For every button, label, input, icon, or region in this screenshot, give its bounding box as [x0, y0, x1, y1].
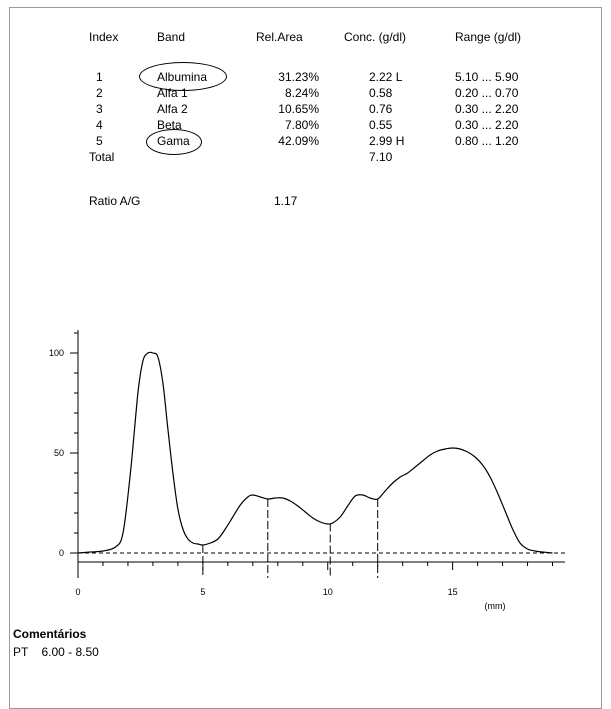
- total-label: Total: [89, 150, 115, 164]
- row-index: 2: [96, 86, 103, 100]
- ratio-value: 1.17: [274, 194, 298, 208]
- x-tick-label: 10: [323, 587, 333, 597]
- row-conc: 0.58: [369, 86, 393, 100]
- x-unit-label: (mm): [485, 601, 506, 611]
- y-tick-label: 50: [54, 448, 64, 458]
- x-tick-label: 5: [200, 587, 205, 597]
- row-conc: 0.76: [369, 102, 393, 116]
- row-conc: 2.22 L: [369, 70, 403, 84]
- row-range: 0.80 ... 1.20: [455, 134, 519, 148]
- electrophoresis-chart: 0 50 100 0 5 10 15 (mm): [49, 330, 565, 611]
- header-band: Band: [157, 30, 186, 44]
- electrophoresis-curve: [77, 351, 553, 554]
- row-range: 0.30 ... 2.20: [455, 102, 519, 116]
- comments-line: PT 6.00 - 8.50: [13, 645, 99, 659]
- row-rel-area: 7.80%: [284, 118, 319, 132]
- row-index: 5: [96, 134, 103, 148]
- row-rel-area: 42.09%: [278, 134, 319, 148]
- gama-circle: [146, 129, 202, 155]
- ratio-label: Ratio A/G: [89, 194, 141, 208]
- row-range: 5.10 ... 5.90: [455, 70, 519, 84]
- row-conc: 2.99 H: [369, 134, 405, 148]
- y-tick-label: 0: [59, 548, 64, 558]
- row-rel-area: 31.23%: [278, 70, 319, 84]
- row-band: Alfa 2: [157, 102, 188, 116]
- row-conc: 0.55: [369, 118, 393, 132]
- row-range: 0.20 ... 0.70: [455, 86, 519, 100]
- row-index: 1: [96, 70, 103, 84]
- albumina-circle: [139, 62, 227, 91]
- comments-title: Comentários: [13, 627, 87, 641]
- row-band: Alfa 1: [157, 86, 188, 100]
- total-conc: 7.10: [369, 150, 393, 164]
- header-rel-area: Rel.Area: [256, 30, 303, 44]
- x-tick-label: 0: [75, 587, 80, 597]
- row-rel-area: 10.65%: [278, 102, 319, 116]
- row-range: 0.30 ... 2.20: [455, 118, 519, 132]
- row-index: 3: [96, 102, 103, 116]
- y-tick-label: 100: [49, 348, 64, 358]
- header-conc: Conc. (g/dl): [344, 30, 407, 44]
- x-tick-label: 15: [448, 587, 458, 597]
- header-range: Range (g/dl): [455, 30, 522, 44]
- row-index: 4: [96, 118, 103, 132]
- row-rel-area: 8.24%: [284, 86, 319, 100]
- header-index: Index: [89, 30, 119, 44]
